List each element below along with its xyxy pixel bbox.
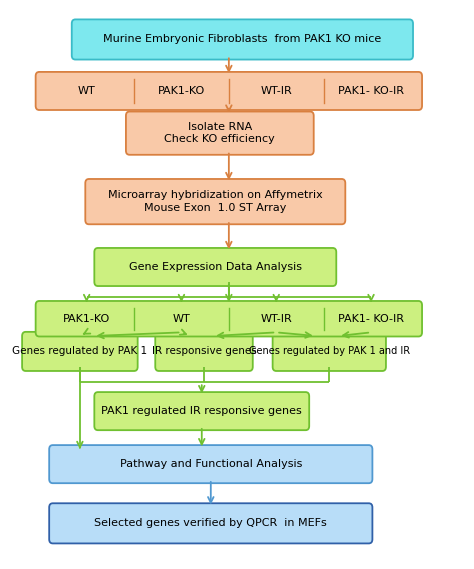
FancyBboxPatch shape xyxy=(273,332,386,371)
Text: Isolate RNA
Check KO efficiency: Isolate RNA Check KO efficiency xyxy=(164,122,275,145)
Text: PAK1-KO: PAK1-KO xyxy=(158,86,205,96)
FancyBboxPatch shape xyxy=(22,332,137,371)
FancyBboxPatch shape xyxy=(94,248,336,286)
Text: PAK1- KO-IR: PAK1- KO-IR xyxy=(338,86,404,96)
FancyBboxPatch shape xyxy=(85,179,346,224)
Text: Genes regulated by PAK 1 and IR: Genes regulated by PAK 1 and IR xyxy=(249,347,410,356)
Text: Genes regulated by PAK 1: Genes regulated by PAK 1 xyxy=(12,347,147,356)
Text: PAK1 regulated IR responsive genes: PAK1 regulated IR responsive genes xyxy=(101,406,302,416)
Text: IR responsive genes: IR responsive genes xyxy=(152,347,256,356)
FancyBboxPatch shape xyxy=(126,112,314,155)
FancyBboxPatch shape xyxy=(36,301,422,336)
Text: Selected genes verified by QPCR  in MEFs: Selected genes verified by QPCR in MEFs xyxy=(94,518,327,529)
FancyBboxPatch shape xyxy=(36,72,422,110)
Text: Murine Embryonic Fibroblasts  from PAK1 KO mice: Murine Embryonic Fibroblasts from PAK1 K… xyxy=(103,35,382,44)
Text: WT: WT xyxy=(78,86,96,96)
Text: Microarray hybridization on Affymetrix
Mouse Exon  1.0 ST Array: Microarray hybridization on Affymetrix M… xyxy=(108,191,323,213)
Text: WT-IR: WT-IR xyxy=(260,314,292,324)
Text: WT: WT xyxy=(173,314,191,324)
FancyBboxPatch shape xyxy=(94,392,309,430)
FancyBboxPatch shape xyxy=(49,503,373,543)
Text: PAK1- KO-IR: PAK1- KO-IR xyxy=(338,314,404,324)
Text: WT-IR: WT-IR xyxy=(260,86,292,96)
FancyBboxPatch shape xyxy=(49,445,373,483)
FancyBboxPatch shape xyxy=(72,19,413,60)
Text: Gene Expression Data Analysis: Gene Expression Data Analysis xyxy=(129,262,302,272)
FancyBboxPatch shape xyxy=(155,332,253,371)
Text: PAK1-KO: PAK1-KO xyxy=(63,314,110,324)
Text: Pathway and Functional Analysis: Pathway and Functional Analysis xyxy=(119,459,302,469)
